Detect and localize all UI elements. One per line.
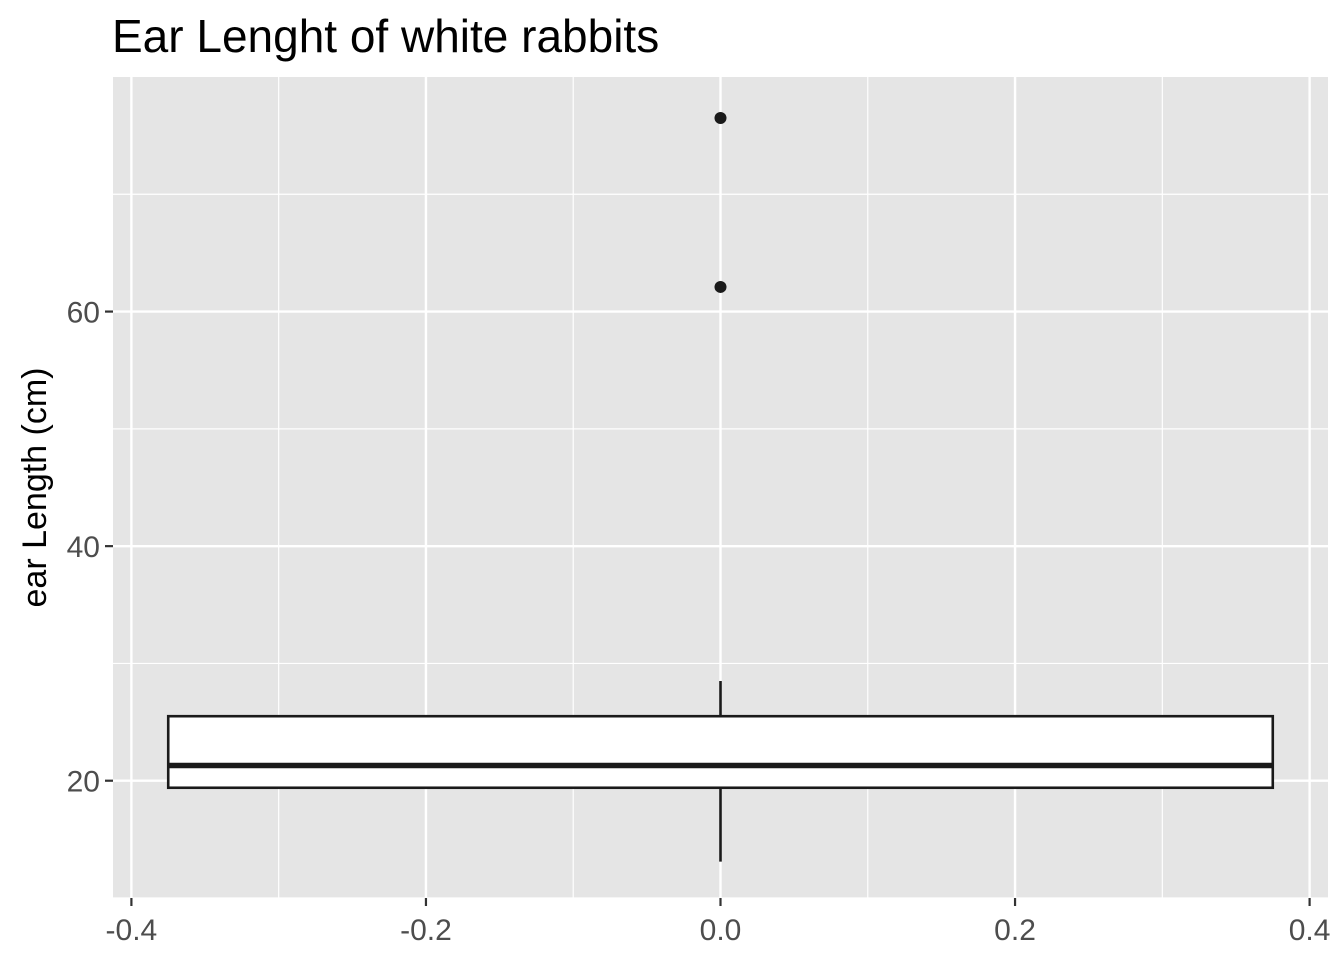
x-tick-label: -0.2 <box>400 914 452 947</box>
box-group <box>166 112 1275 862</box>
interquartile-box <box>166 714 1275 790</box>
axis-ticks <box>105 310 1311 906</box>
outlier-point <box>714 112 727 125</box>
y-tick-label: 60 <box>67 297 100 330</box>
y-tick-label: 20 <box>67 766 100 799</box>
y-axis-label: ear Length (cm) <box>16 368 54 608</box>
y-tick-label: 40 <box>67 531 100 564</box>
x-tick-label: 0.4 <box>1289 914 1331 947</box>
outlier-point <box>714 280 727 293</box>
x-tick-label: -0.4 <box>106 914 158 947</box>
x-tick-label: 0.0 <box>700 914 742 947</box>
x-tick-label: 0.2 <box>994 914 1036 947</box>
tick-labels: -0.4 -0.2 0.0 0.2 0.4 20 40 60 <box>67 297 1331 947</box>
chart-title: Ear Lenght of white rabbits <box>112 10 659 62</box>
